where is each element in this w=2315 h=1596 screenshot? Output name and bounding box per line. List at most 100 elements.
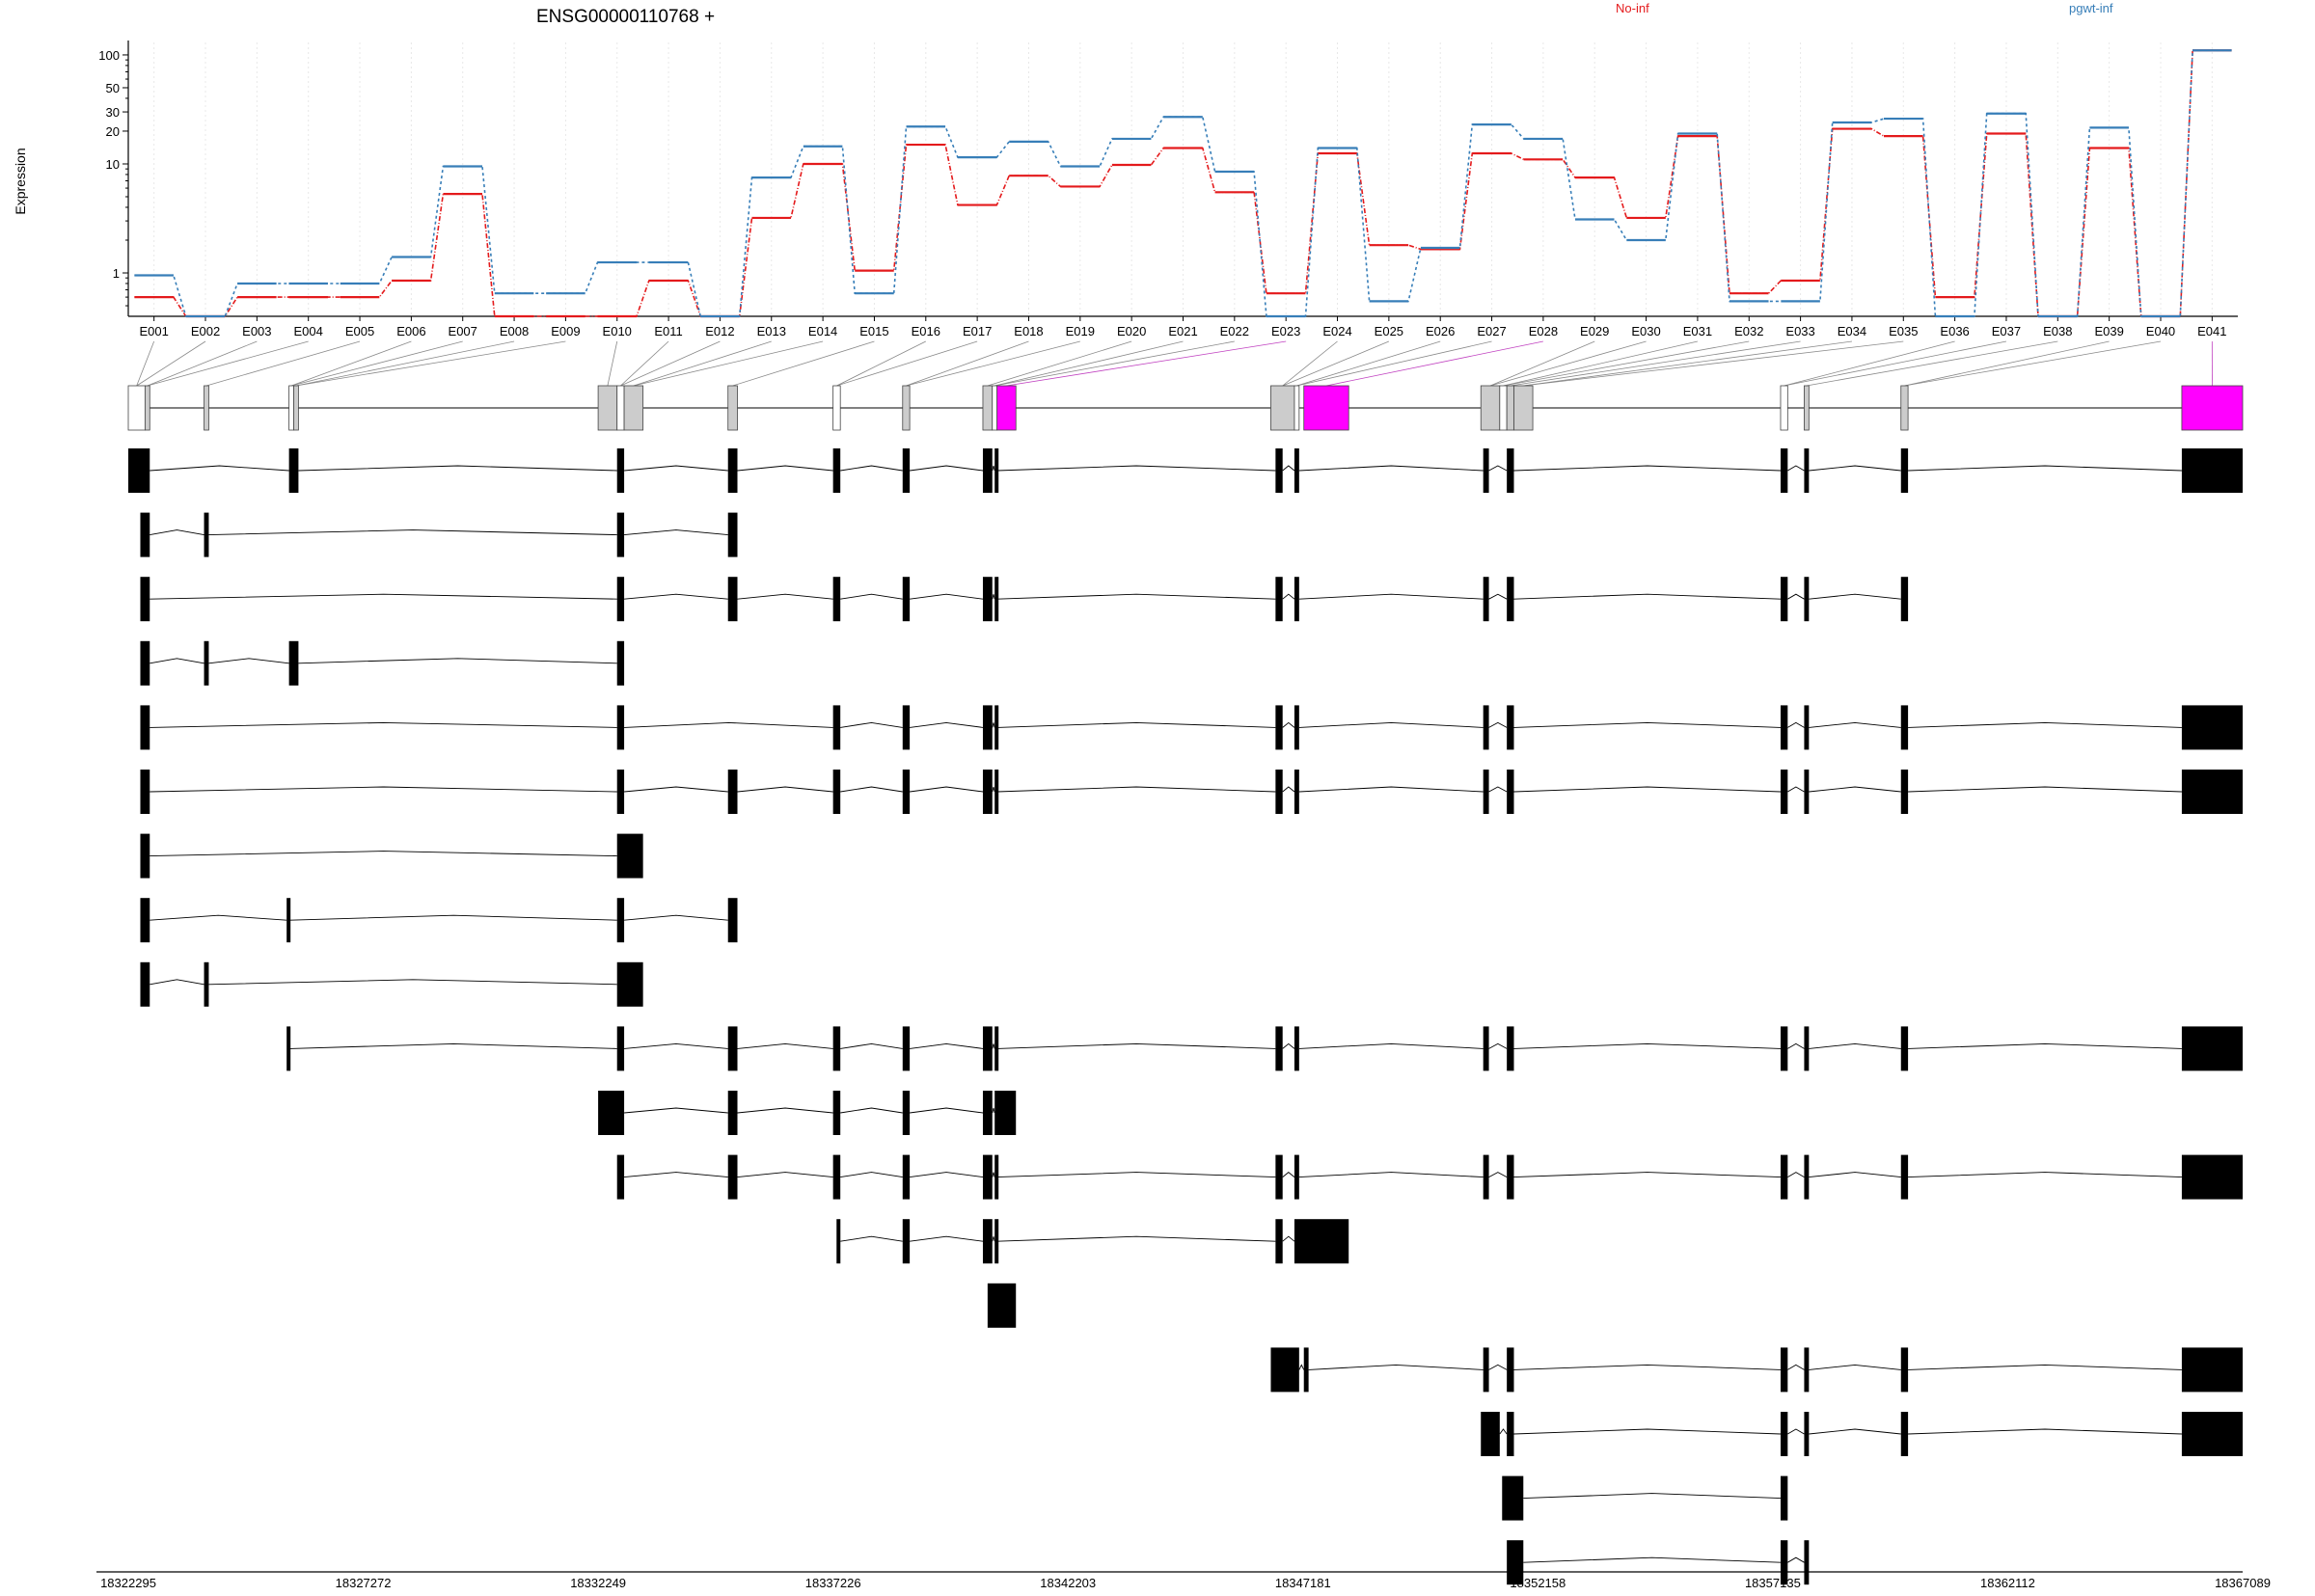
intron-line [1809,594,1900,599]
intron-line [624,787,728,792]
x-tick-label: E036 [1940,324,1969,338]
exon-link [1523,341,1852,386]
intron-line [1787,1429,1804,1434]
intron-line [910,1236,983,1241]
exon-block [617,770,624,814]
intron-line [738,594,833,599]
exon-block [1507,1412,1513,1456]
exon-block [2182,448,2243,493]
intron-line [1908,1173,2182,1177]
intron-line [840,466,903,471]
x-tick-label: E008 [500,324,529,338]
exon-block [1804,705,1809,749]
exon-block [728,1155,738,1200]
intron-line [910,787,983,792]
exon-block [994,770,998,814]
exon-block [1481,1412,1500,1456]
intron-line [624,915,728,920]
x-tick-label: E032 [1734,324,1763,338]
transcript-track [140,770,2243,814]
exon-block [903,448,910,493]
intron-line [993,594,994,599]
exon-block [598,1091,624,1135]
exon-bin [1781,386,1787,430]
x-tick-label: E018 [1014,324,1043,338]
exon-link [296,341,514,386]
exon-bin [204,386,209,430]
legend-entry-pgwt-inf: pgwt-inf [2069,1,2113,15]
x-tick-label: E030 [1631,324,1660,338]
gridlines [154,42,2213,316]
x-tick-label: E024 [1322,324,1351,338]
exon-block [983,448,993,493]
exon-bin [2182,386,2243,430]
exon-block [1781,1155,1787,1200]
x-tick-label: E040 [2146,324,2175,338]
exon-block [140,898,150,942]
y-tick-label: 30 [106,105,120,120]
exon-block [1484,448,1489,493]
exon-block [617,577,624,621]
intron-line [150,466,288,471]
intron-line [1809,1365,1900,1369]
exon-block [728,448,738,493]
intron-line [1299,787,1484,792]
exon-block [833,705,841,749]
exon-block [903,1026,910,1070]
exon-block [988,1284,1016,1328]
exon-bin [903,386,910,430]
x-tick-label: E029 [1580,324,1609,338]
exon-block [728,513,738,557]
exon-link [148,341,258,386]
exon-block [833,1155,841,1200]
exon-block [983,577,993,621]
exon-link [291,341,411,386]
intron-line [1787,787,1804,792]
exon-block [1294,705,1299,749]
intron-line [1299,1365,1304,1369]
exon-block [1781,1347,1787,1392]
intron-line [298,466,616,471]
intron-line [997,1173,1276,1177]
intron-line [1489,1043,1508,1048]
x-tick-label: E025 [1375,324,1403,338]
exon-bin [1513,386,1533,430]
x-tick-label: E022 [1220,324,1249,338]
exon-bin [983,386,993,430]
intron-line [1809,466,1900,471]
exon-block [983,1219,993,1263]
intron-line [1283,594,1294,599]
intron-line [840,594,903,599]
intron-line [1500,1429,1507,1434]
y-tick-label: 1 [113,266,120,281]
intron-line [910,1173,983,1177]
intron-line [624,530,728,535]
chart-title: ENSG00000110768 + [536,7,715,27]
intron-line [840,1043,903,1048]
exon-block [1901,1155,1908,1200]
exon-block [1484,1155,1489,1200]
genomic-tick-label: 18347181 [1275,1576,1331,1590]
y-tick-label: 20 [106,124,120,139]
exon-bin [624,386,643,430]
genomic-tick-label: 18367089 [2215,1576,2271,1590]
exon-block [1294,1026,1299,1070]
x-tick-label: E015 [859,324,888,338]
intron-line [840,1236,903,1241]
exon-bin [145,386,150,430]
exon-block [617,705,624,749]
exon-block [2182,1412,2243,1456]
exon-block [204,962,209,1007]
transcript-track [140,641,624,686]
genomic-tick-label: 18332249 [570,1576,626,1590]
transcript-track [1502,1476,1787,1521]
exon-block [1901,1026,1908,1070]
genomic-tick-label: 18352158 [1510,1576,1566,1590]
intron-line [150,722,616,727]
intron-line [1908,1043,2182,1048]
exon-block [983,1155,993,1200]
exon-link [1503,341,1697,386]
intron-line [1908,1365,2182,1369]
exon-link [1006,341,1286,386]
exon-bin [1500,386,1507,430]
